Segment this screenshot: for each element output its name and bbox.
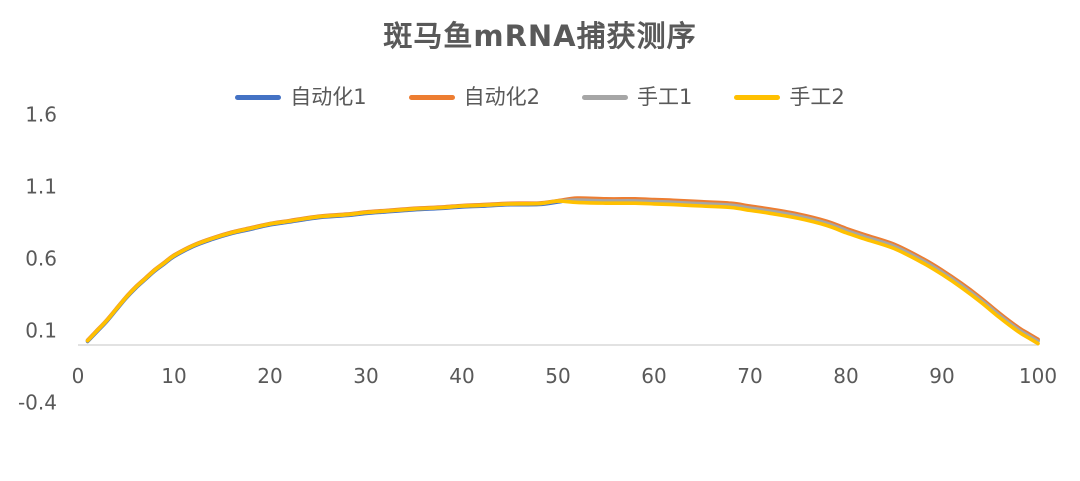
x-tick-label: 10: [161, 364, 186, 388]
series-line-1: [85, 196, 1040, 342]
chart-legend: 自动化1 自动化2 手工1 手工2: [0, 87, 1080, 108]
legend-swatch-auto1: [235, 95, 282, 100]
x-tick-label: 80: [833, 364, 858, 388]
legend-item-manual1: 手工1: [582, 87, 692, 108]
y-tick-label: 0.1: [25, 319, 57, 343]
x-tick-label: 100: [1019, 364, 1057, 388]
legend-swatch-manual2: [734, 95, 781, 100]
legend-item-auto2: 自动化2: [408, 85, 540, 109]
series-line-0: [85, 197, 1040, 344]
y-tick-label: -0.4: [18, 391, 57, 415]
x-tick-label: 50: [545, 364, 570, 388]
series-line-2: [85, 198, 1040, 344]
series-line-3: [85, 199, 1040, 346]
legend-label-manual1: 手工1: [637, 85, 693, 109]
legend-swatch-manual1: [582, 95, 628, 100]
y-tick-label: 1.1: [25, 175, 57, 199]
x-tick-label: 90: [929, 364, 954, 388]
x-tick-label: 0: [72, 364, 85, 388]
legend-label-auto1: 自动化1: [290, 85, 367, 109]
legend-label-manual2: 手工2: [789, 85, 845, 109]
x-tick-label: 30: [353, 364, 378, 388]
y-tick-label: 1.6: [25, 103, 57, 127]
x-tick-label: 20: [257, 364, 282, 388]
x-tick-label: 60: [641, 364, 666, 388]
chart-title: 斑马鱼mRNA捕获测序: [383, 19, 697, 53]
x-tick-label: 40: [449, 364, 474, 388]
legend-item-manual2: 手工2: [734, 85, 845, 109]
legend-label-auto2: 自动化2: [463, 85, 540, 109]
x-tick-label: 70: [737, 364, 762, 388]
legend-item-auto1: 自动化1: [235, 85, 367, 109]
y-tick-label: 0.6: [25, 247, 57, 271]
legend-swatch-auto2: [408, 95, 455, 100]
